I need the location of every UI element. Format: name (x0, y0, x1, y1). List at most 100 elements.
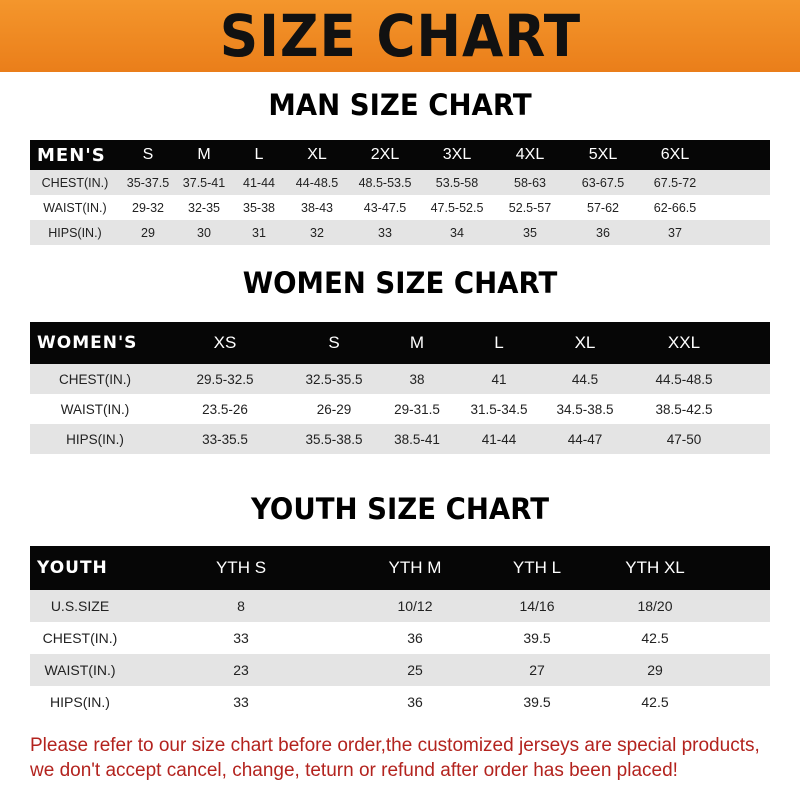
table-cell: 37 (668, 225, 682, 240)
table-cell: 2XL (370, 146, 400, 163)
table-cell: 53.5-58 (435, 175, 479, 190)
table-cell: 44.5 (571, 371, 599, 387)
men-section-title: MAN SIZE CHART (268, 88, 532, 122)
table-row: CHEST(IN.) 33 36 39.5 42.5 (30, 622, 770, 654)
row-label: CHEST(IN.) (42, 630, 118, 646)
women-size-table: WOMEN'S XS S M L XL XXL CHEST(IN.) 29.5-32.5 32.5… (30, 322, 770, 454)
table-cell: XL (307, 146, 327, 163)
table-cell: 29.5-32.5 (196, 371, 254, 387)
table-cell: 67.5-72 (653, 175, 697, 190)
table-cell: 31.5-34.5 (470, 401, 528, 417)
row-label: WAIST(IN.) (60, 401, 130, 417)
table-cell: 42.5 (641, 630, 669, 646)
table-cell: YTH S (215, 558, 267, 577)
row-label: U.S.SIZE (50, 598, 110, 614)
row-label: HIPS(IN.) (50, 694, 110, 710)
table-cell: 41 (491, 371, 507, 387)
table-cell: 29-32 (132, 200, 164, 215)
table-cell: 10/12 (397, 598, 433, 614)
table-cell: 62-66.5 (653, 200, 697, 215)
table-cell: 47-50 (666, 431, 702, 447)
table-cell: 33 (378, 225, 392, 240)
table-cell: 38.5-41 (394, 431, 440, 447)
table-row: HIPS(IN.) 33-35.5 35.5-38.5 38.5-41 41-44 44-… (30, 424, 770, 454)
table-cell: 38 (409, 371, 425, 387)
table-cell: S (142, 146, 154, 163)
table-cell: 57-62 (587, 200, 619, 215)
table-cell: 30 (197, 225, 211, 240)
table-cell: 23 (233, 662, 249, 678)
row-label: MEN'S (37, 144, 106, 166)
notice-line-2: we don't accept cancel, change, teturn o… (30, 760, 678, 781)
table-cell: 39.5 (523, 630, 551, 646)
table-cell: 63-67.5 (581, 175, 625, 190)
table-cell: 14/16 (519, 598, 555, 614)
table-cell: 34.5-38.5 (556, 401, 614, 417)
row-label: WAIST(IN.) (44, 662, 116, 678)
table-cell: 29 (647, 662, 663, 678)
table-cell: 35 (523, 225, 537, 240)
table-cell: 47.5-52.5 (430, 200, 484, 215)
table-cell: 44-48.5 (295, 175, 339, 190)
table-cell: 35.5-38.5 (305, 431, 363, 447)
table-cell: 26-29 (316, 401, 352, 417)
table-cell: 4XL (515, 146, 545, 163)
table-cell: 44-47 (567, 431, 603, 447)
table-cell: L (494, 333, 504, 352)
youth-section-title: YOUTH SIZE CHART (250, 492, 550, 526)
table-row: CHEST(IN.) 35-37.5 37.5-41 41-44 44-48.5 48.5… (30, 170, 770, 195)
table-cell: 36 (407, 630, 423, 646)
table-cell: L (254, 146, 264, 163)
table-cell: 36 (407, 694, 423, 710)
row-label: HIPS(IN.) (66, 431, 124, 447)
table-cell: 8 (237, 598, 245, 614)
table-cell: YTH XL (625, 558, 685, 577)
table-row: CHEST(IN.) 29.5-32.5 32.5-35.5 38 41 44.5 44.5… (30, 364, 770, 394)
table-cell: 44.5-48.5 (655, 371, 713, 387)
table-cell: 29-31.5 (394, 401, 440, 417)
table-cell: 33 (233, 694, 249, 710)
table-header-row: YOUTH YTH S YTH M YTH L YTH XL (30, 546, 770, 590)
table-cell: 3XL (442, 146, 472, 163)
table-cell: 18/20 (637, 598, 673, 614)
table-cell: 29 (141, 225, 155, 240)
table-cell: 41-44 (243, 175, 275, 190)
table-cell: 37.5-41 (182, 175, 226, 190)
table-cell: XXL (667, 333, 701, 352)
women-section-title: WOMEN SIZE CHART (242, 266, 558, 300)
table-cell: 23.5-26 (202, 401, 248, 417)
men-size-table: MEN'S S M L XL 2XL 3XL 4XL 5XL 6XL CHEST(IN.) 35-37… (30, 140, 770, 245)
table-cell: 58-63 (514, 175, 546, 190)
size-chart-banner: SIZE CHART (0, 0, 800, 72)
table-cell: 48.5-53.5 (358, 175, 412, 190)
table-row: HIPS(IN.) 29 30 31 32 33 34 35 36 37 (30, 220, 770, 245)
table-cell: 42.5 (641, 694, 669, 710)
table-cell: 5XL (588, 146, 618, 163)
row-label: WAIST(IN.) (43, 200, 107, 215)
table-cell: XS (213, 333, 237, 352)
table-cell: 52.5-57 (508, 200, 552, 215)
row-label: CHEST(IN.) (59, 371, 131, 387)
table-cell: 27 (529, 662, 545, 678)
table-row: U.S.SIZE 8 10/12 14/16 18/20 (30, 590, 770, 622)
table-cell: M (409, 333, 425, 352)
table-cell: YTH L (512, 558, 562, 577)
table-cell: M (197, 146, 211, 163)
table-cell: 34 (450, 225, 464, 240)
table-row: HIPS(IN.) 33 36 39.5 42.5 (30, 686, 770, 718)
row-label: HIPS(IN.) (48, 225, 102, 240)
table-row: WAIST(IN.) 23 25 27 29 (30, 654, 770, 686)
table-cell: 32 (310, 225, 324, 240)
table-cell: 36 (596, 225, 610, 240)
table-cell: XL (574, 333, 596, 352)
table-cell: 39.5 (523, 694, 551, 710)
youth-size-table: YOUTH YTH S YTH M YTH L YTH XL U.S.SIZE 8 10/12… (30, 546, 770, 718)
table-cell: YTH M (388, 558, 442, 577)
table-cell: 25 (407, 662, 423, 678)
order-notice: Please refer to our size chart before or… (30, 733, 790, 783)
table-row: WAIST(IN.) 23.5-26 26-29 29-31.5 31.5-34.5 34… (30, 394, 770, 424)
table-header-row: MEN'S S M L XL 2XL 3XL 4XL 5XL 6XL (30, 140, 770, 170)
table-cell: S (328, 333, 340, 352)
row-label: YOUTH (37, 558, 108, 578)
notice-line-1: Please refer to our size chart before or… (30, 735, 760, 756)
